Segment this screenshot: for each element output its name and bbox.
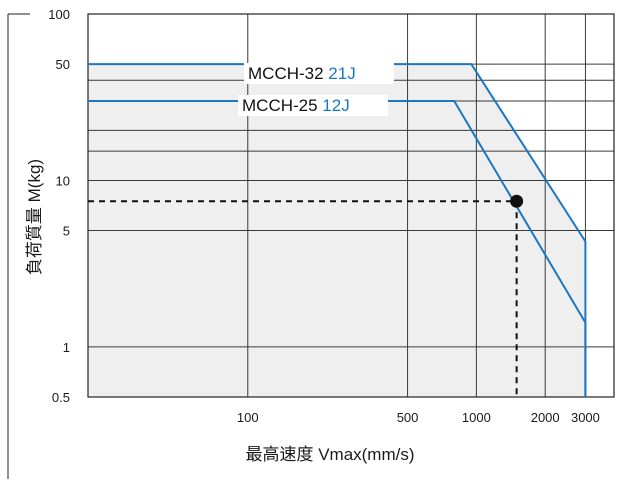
x-tick-label: 2000 [531, 410, 560, 425]
series-label-model: MCCH-32 [248, 64, 328, 83]
y-tick-label: 0.5 [52, 390, 70, 405]
y-tick-label-background [50, 56, 72, 73]
y-tick-label-background [58, 338, 72, 355]
y-axis-title: 負荷質量 M(kg) [25, 159, 44, 275]
series-label-model: MCCH-25 [242, 96, 322, 115]
series-label-variant: 12J [322, 96, 349, 115]
y-tick-label: 10 [56, 173, 70, 188]
x-tick-label: 3000 [571, 410, 600, 425]
series-label-background [238, 95, 388, 116]
series-label-2: MCCH-25 12J [242, 96, 350, 115]
x-tick-label: 100 [237, 410, 259, 425]
y-tick-label-background [50, 172, 72, 189]
y-tick-label: 5 [63, 224, 70, 239]
y-tick-label: 100 [48, 7, 70, 22]
series-label-background [244, 63, 394, 84]
x-axis-title: 最高速度 Vmax(mm/s) [245, 445, 414, 464]
y-tick-label: 1 [63, 340, 70, 355]
y-tick-label-background [42, 6, 72, 22]
series-label-1: MCCH-32 21J [248, 64, 356, 83]
y-tick-label: 50 [56, 57, 70, 72]
x-tick-label: 500 [397, 410, 419, 425]
x-tick-label: 1000 [462, 410, 491, 425]
example-point-marker [510, 194, 524, 208]
plot-frame [87, 13, 615, 398]
y-tick-label-background [42, 389, 72, 405]
y-tick-label-background [58, 222, 72, 239]
series-label-variant: 21J [328, 64, 355, 83]
